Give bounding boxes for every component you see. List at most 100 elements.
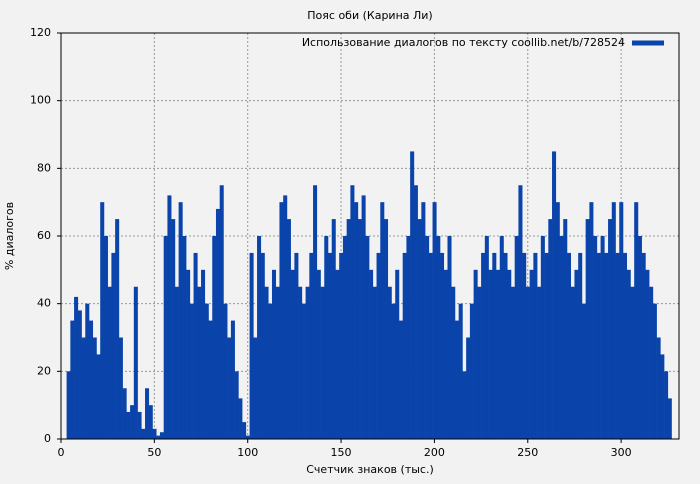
bar bbox=[118, 337, 123, 439]
bar bbox=[645, 269, 650, 439]
bar bbox=[440, 252, 445, 439]
bar bbox=[100, 202, 105, 439]
bar bbox=[342, 236, 347, 439]
bar bbox=[417, 219, 422, 439]
bar bbox=[514, 236, 519, 439]
bar bbox=[552, 151, 557, 439]
bar bbox=[473, 269, 478, 439]
bar bbox=[608, 219, 613, 439]
bar bbox=[275, 286, 280, 439]
bar bbox=[219, 185, 224, 439]
x-tick-label: 0 bbox=[58, 446, 65, 459]
bar bbox=[77, 310, 82, 439]
bar bbox=[264, 286, 269, 439]
bar bbox=[279, 202, 284, 439]
bar bbox=[406, 236, 411, 439]
bar bbox=[596, 252, 601, 439]
bar bbox=[391, 303, 396, 439]
bar bbox=[518, 185, 523, 439]
bar bbox=[81, 337, 86, 439]
bar bbox=[660, 354, 665, 439]
bar bbox=[477, 286, 482, 439]
bar bbox=[212, 236, 217, 439]
y-tick-label: 100 bbox=[30, 94, 51, 107]
bar bbox=[510, 286, 515, 439]
bar bbox=[320, 286, 325, 439]
bar bbox=[581, 303, 586, 439]
bar bbox=[622, 252, 628, 439]
y-tick-label: 0 bbox=[44, 432, 51, 445]
x-tick-label: 200 bbox=[424, 446, 445, 459]
bar bbox=[499, 236, 504, 439]
bar bbox=[637, 236, 642, 439]
bar bbox=[443, 269, 448, 439]
bar bbox=[357, 219, 362, 439]
bar bbox=[201, 269, 206, 439]
bar bbox=[130, 405, 135, 439]
bar bbox=[481, 252, 486, 439]
bar bbox=[507, 269, 512, 439]
x-tick-label: 250 bbox=[517, 446, 538, 459]
bar bbox=[171, 219, 176, 439]
bar bbox=[387, 286, 392, 439]
bar bbox=[619, 202, 624, 439]
bar bbox=[122, 388, 127, 439]
bar bbox=[215, 208, 221, 439]
bar bbox=[286, 219, 291, 439]
bar bbox=[230, 320, 235, 439]
bar bbox=[369, 269, 374, 439]
bar bbox=[432, 202, 437, 439]
bar bbox=[156, 435, 161, 439]
x-tick-label: 100 bbox=[237, 446, 258, 459]
y-tick-label: 60 bbox=[37, 229, 51, 242]
bar bbox=[174, 286, 179, 439]
bar bbox=[103, 236, 108, 439]
bar bbox=[70, 320, 75, 439]
bar bbox=[227, 337, 232, 439]
bar bbox=[186, 269, 191, 439]
legend-swatch bbox=[632, 40, 664, 46]
bar bbox=[346, 219, 351, 439]
bar bbox=[271, 269, 277, 439]
y-tick-label: 120 bbox=[30, 26, 51, 39]
bar bbox=[335, 269, 340, 439]
x-tick-label: 300 bbox=[611, 446, 632, 459]
bar bbox=[301, 303, 306, 439]
bar bbox=[563, 219, 568, 439]
bar bbox=[283, 195, 288, 439]
bar bbox=[548, 219, 553, 439]
bar bbox=[413, 185, 418, 439]
bar bbox=[589, 202, 594, 439]
bar bbox=[141, 428, 146, 439]
bar bbox=[626, 269, 631, 439]
bar bbox=[350, 185, 355, 439]
x-tick-label: 150 bbox=[331, 446, 352, 459]
bar bbox=[372, 286, 377, 439]
bar bbox=[641, 252, 646, 439]
bar bbox=[656, 337, 661, 439]
bar bbox=[167, 195, 172, 439]
bar bbox=[331, 219, 336, 439]
bar bbox=[540, 236, 545, 439]
bar bbox=[145, 388, 150, 439]
bar bbox=[339, 252, 344, 439]
bar bbox=[96, 354, 101, 439]
bar bbox=[421, 202, 426, 439]
bar bbox=[492, 252, 497, 439]
bar bbox=[324, 236, 329, 439]
bar bbox=[578, 252, 583, 439]
bar bbox=[484, 236, 489, 439]
bar bbox=[664, 371, 669, 439]
bar bbox=[316, 269, 321, 439]
bar bbox=[398, 320, 403, 439]
bar bbox=[410, 151, 415, 439]
bar bbox=[159, 432, 164, 439]
bar bbox=[585, 219, 590, 439]
bar bbox=[503, 252, 508, 439]
bar bbox=[89, 320, 94, 439]
bar bbox=[533, 252, 538, 439]
bar bbox=[469, 303, 474, 439]
bar bbox=[253, 337, 258, 439]
bar bbox=[593, 236, 598, 439]
bar bbox=[74, 296, 79, 439]
